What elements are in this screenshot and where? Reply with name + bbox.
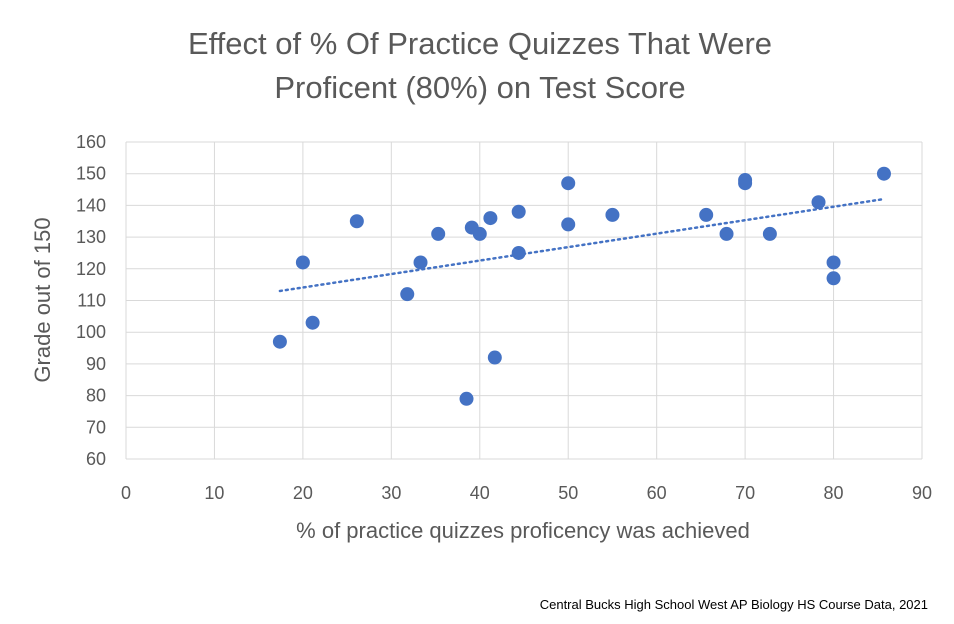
data-point — [400, 287, 415, 302]
data-point — [511, 204, 526, 219]
data-point — [561, 176, 576, 191]
data-point — [472, 226, 487, 241]
data-point — [826, 271, 841, 286]
trendline-group — [278, 197, 886, 293]
y-tick-labels: 60 70 80 90 100 110 120 130 140 150 160 — [76, 132, 106, 469]
data-point — [762, 226, 777, 241]
x-tick-label: 30 — [381, 483, 401, 503]
y-tick-label: 150 — [76, 164, 106, 184]
data-point — [305, 315, 320, 330]
data-point — [272, 334, 287, 349]
chart-title-line-2: Proficent (80%) on Test Score — [274, 70, 685, 105]
x-tick-label: 10 — [204, 483, 224, 503]
grid-lines — [125, 141, 923, 460]
y-tick-label: 160 — [76, 132, 106, 152]
data-point — [511, 245, 526, 260]
y-tick-label: 110 — [77, 291, 106, 311]
x-tick-label: 0 — [121, 483, 131, 503]
data-point — [699, 207, 714, 222]
data-point — [738, 176, 753, 191]
y-tick-label: 130 — [76, 227, 106, 247]
x-tick-label: 40 — [470, 483, 490, 503]
data-point — [295, 255, 310, 270]
y-tick-label: 90 — [86, 354, 106, 374]
source-note: Central Bucks High School West AP Biolog… — [539, 597, 928, 612]
y-tick-label: 70 — [86, 417, 106, 437]
data-point — [876, 166, 891, 181]
data-point — [487, 350, 502, 365]
trendline — [278, 197, 886, 293]
x-tick-label: 50 — [558, 483, 578, 503]
y-axis-label: Grade out of 150 — [30, 217, 55, 382]
data-point — [349, 214, 364, 229]
data-point — [719, 226, 734, 241]
y-tick-label: 100 — [76, 322, 106, 342]
x-tick-label: 80 — [824, 483, 844, 503]
data-point — [605, 207, 620, 222]
data-point — [431, 226, 446, 241]
x-tick-label: 70 — [735, 483, 755, 503]
x-tick-label: 60 — [647, 483, 667, 503]
x-axis-label: % of practice quizzes proficency was ach… — [296, 518, 750, 543]
data-points — [272, 166, 891, 406]
data-point — [459, 391, 474, 406]
x-tick-label: 20 — [293, 483, 313, 503]
x-tick-labels: 0 10 20 30 40 50 60 70 80 90 — [121, 483, 932, 503]
data-point — [483, 211, 498, 226]
data-point — [826, 255, 841, 270]
y-tick-label: 80 — [86, 386, 106, 406]
data-point — [561, 217, 576, 232]
y-tick-label: 60 — [86, 449, 106, 469]
y-tick-label: 140 — [76, 195, 106, 215]
x-tick-label: 90 — [912, 483, 932, 503]
data-point — [811, 195, 826, 210]
y-tick-label: 120 — [76, 259, 106, 279]
chart-title-line-1: Effect of % Of Practice Quizzes That Wer… — [188, 26, 772, 61]
data-point — [413, 255, 428, 270]
